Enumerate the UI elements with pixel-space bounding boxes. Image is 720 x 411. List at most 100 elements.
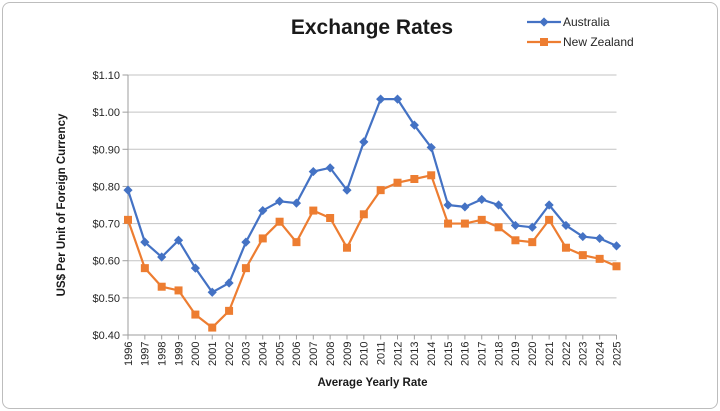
data-point-australia-1996 <box>123 185 133 195</box>
data-point-australia-2023 <box>578 231 588 242</box>
chart-title: Exchange Rates <box>290 16 454 39</box>
data-point-australia-2019 <box>510 220 521 231</box>
x-tick-label: 1997 <box>140 342 152 366</box>
x-tick-label: 2005 <box>274 342 286 366</box>
data-point-new-zealand-2020 <box>528 238 537 247</box>
data-point-new-zealand-2025 <box>612 262 621 271</box>
y-axis-title: US$ Per Unit of Foreign Currency <box>56 113 68 297</box>
australia-legend-marker-icon <box>527 17 561 27</box>
data-point-australia-2011 <box>376 94 386 104</box>
data-point-australia-2002 <box>224 278 234 288</box>
x-tick-label: 2014 <box>426 342 438 366</box>
data-point-australia-2009 <box>342 185 352 195</box>
y-tick-label: $0.90 <box>92 144 120 156</box>
data-point-new-zealand-1998 <box>157 282 166 291</box>
data-point-new-zealand-2022 <box>561 243 570 252</box>
data-point-new-zealand-2007 <box>309 206 318 215</box>
data-point-australia-2007 <box>308 166 318 177</box>
y-tick-label: $0.60 <box>92 256 120 268</box>
data-point-new-zealand-2012 <box>393 178 402 187</box>
x-tick-label: 1999 <box>173 342 185 366</box>
data-point-new-zealand-2019 <box>511 236 520 245</box>
data-point-australia-2016 <box>460 202 470 212</box>
data-point-australia-2013 <box>409 120 419 130</box>
data-point-new-zealand-2013 <box>410 175 419 183</box>
data-point-australia-2003 <box>241 237 251 247</box>
data-point-australia-2006 <box>291 198 302 208</box>
data-point-new-zealand-2024 <box>595 254 604 263</box>
legend: Australia New Zealand <box>527 12 634 52</box>
x-tick-label: 2016 <box>460 342 472 366</box>
data-point-australia-1998 <box>157 252 167 262</box>
data-point-new-zealand-2000 <box>191 310 200 319</box>
data-point-new-zealand-2014 <box>427 171 436 180</box>
x-tick-label: 2017 <box>477 342 489 366</box>
x-tick-label: 2002 <box>224 342 236 366</box>
data-point-new-zealand-2008 <box>326 214 335 222</box>
data-point-new-zealand-2018 <box>494 223 503 232</box>
data-point-new-zealand-2021 <box>545 215 554 224</box>
x-tick-label: 2003 <box>241 342 253 366</box>
x-tick-label: 2004 <box>258 342 270 366</box>
series-line-new-zealand <box>126 174 618 329</box>
y-tick-label: $0.80 <box>92 181 120 193</box>
y-tick-label: $1.10 <box>92 70 120 82</box>
data-point-australia-2015 <box>443 200 453 210</box>
x-tick-label: 2001 <box>207 342 219 366</box>
x-tick-label: 1996 <box>123 342 135 366</box>
data-point-new-zealand-2002 <box>225 306 234 315</box>
data-point-new-zealand-1997 <box>140 264 149 273</box>
data-point-new-zealand-1996 <box>124 215 132 224</box>
y-tick-label: $1.00 <box>92 107 120 119</box>
x-tick-label: 2018 <box>493 342 505 366</box>
x-tick-label: 2000 <box>190 342 202 366</box>
legend-item-australia: Australia <box>527 12 634 32</box>
x-tick-label: 2010 <box>359 342 371 366</box>
series-line-australia <box>126 98 618 294</box>
data-point-new-zealand-2015 <box>444 219 453 228</box>
data-point-australia-2017 <box>477 194 487 205</box>
data-point-new-zealand-2003 <box>241 264 250 273</box>
x-tick-label: 2007 <box>308 342 320 366</box>
legend-label-australia: Australia <box>563 15 610 29</box>
data-point-australia-2020 <box>527 222 537 232</box>
data-point-australia-2018 <box>493 200 504 210</box>
x-tick-label: 2015 <box>443 342 455 366</box>
x-tick-label: 2012 <box>392 342 404 366</box>
y-tick-label: $0.40 <box>92 330 120 342</box>
data-point-australia-2005 <box>275 196 285 206</box>
x-tick-label: 1998 <box>156 342 168 366</box>
data-point-australia-2014 <box>426 142 436 153</box>
x-tick-label: 2021 <box>544 342 556 366</box>
data-point-australia-2010 <box>359 137 369 147</box>
data-point-new-zealand-2016 <box>460 219 469 228</box>
x-tick-label: 2011 <box>375 342 387 366</box>
data-point-australia-2004 <box>258 205 268 216</box>
x-tick-label: 2024 <box>594 342 606 366</box>
data-point-new-zealand-2017 <box>477 215 486 224</box>
x-axis-title: Average Yearly Rate <box>317 377 428 389</box>
data-point-new-zealand-2009 <box>342 243 351 252</box>
y-tick-label: $0.50 <box>92 293 120 305</box>
data-point-new-zealand-2010 <box>359 210 368 219</box>
data-point-australia-2012 <box>392 94 403 104</box>
data-point-australia-1999 <box>173 235 184 245</box>
data-point-new-zealand-2011 <box>376 186 385 195</box>
data-point-australia-2022 <box>561 220 571 231</box>
x-tick-label: 2020 <box>527 342 539 366</box>
data-point-new-zealand-2001 <box>208 323 217 332</box>
legend-label-new-zealand: New Zealand <box>563 35 634 49</box>
data-point-australia-2024 <box>595 233 605 244</box>
x-tick-label: 2009 <box>342 342 354 366</box>
data-point-australia-2025 <box>611 241 622 251</box>
x-tick-label: 2008 <box>325 342 337 366</box>
new-zealand-legend-marker-icon <box>527 38 561 46</box>
data-point-australia-1997 <box>140 237 150 247</box>
data-point-australia-2008 <box>325 163 335 173</box>
x-tick-label: 2025 <box>611 342 623 366</box>
data-point-australia-2000 <box>190 263 200 273</box>
data-point-new-zealand-1999 <box>174 286 183 295</box>
x-tick-label: 2006 <box>291 342 303 366</box>
data-point-new-zealand-2005 <box>275 217 284 226</box>
